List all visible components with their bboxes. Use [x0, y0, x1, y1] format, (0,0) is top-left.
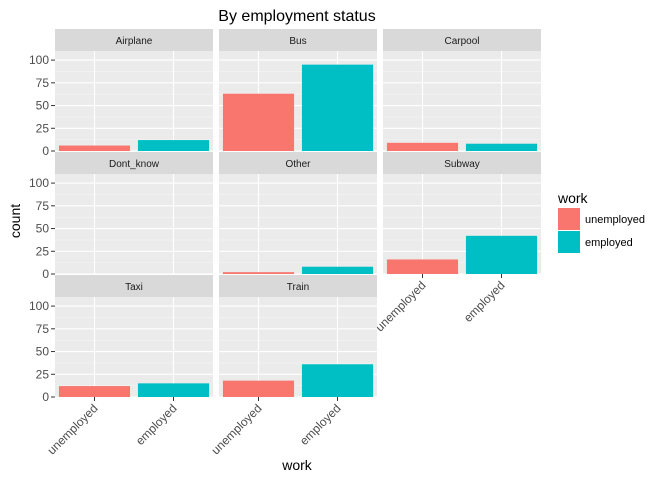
bar-other-employed	[301, 266, 374, 274]
facet-strip-label: Dont_know	[109, 159, 160, 170]
facet-strip	[55, 275, 213, 297]
y-tick-label: 0	[42, 144, 49, 158]
panel-background	[55, 174, 213, 274]
facet-strip-label: Bus	[289, 36, 306, 47]
x-tick-label: unemployed	[208, 401, 264, 457]
facet-strip-label: Other	[285, 159, 311, 170]
bar-other-unemployed	[222, 272, 295, 274]
facet-panels: Airplane 0 25 50 75 100 Bus Carpool Dont_know 0 25…	[29, 29, 541, 457]
y-tick-label: 100	[29, 53, 49, 67]
legend-key-unemployed	[558, 208, 580, 230]
legend-key-employed	[558, 231, 580, 253]
facet-panel-bus: Bus	[219, 29, 377, 152]
facet-strip-label: Carpool	[444, 36, 479, 47]
y-tick-label: 0	[42, 267, 49, 281]
bar-carpool-employed	[465, 143, 538, 151]
facet-strip	[383, 152, 541, 174]
y-tick-label: 100	[29, 176, 49, 190]
panel-background	[383, 51, 541, 151]
facet-strip	[55, 152, 213, 174]
facet-panel-dont_know: Dont_know 0 25 50 75 100	[29, 152, 213, 281]
y-tick-label: 100	[29, 299, 49, 313]
x-tick-label: employed	[461, 278, 508, 325]
legend-label-unemployed: unemployed	[585, 214, 645, 226]
y-tick-label: 0	[42, 390, 49, 404]
x-tick-label: employed	[133, 401, 180, 448]
bar-subway-employed	[465, 235, 538, 274]
y-tick-label: 75	[36, 199, 50, 213]
facet-panel-subway: Subway unemployed employed	[372, 152, 541, 334]
facet-strip-label: Taxi	[125, 282, 143, 293]
bar-carpool-unemployed	[386, 142, 459, 151]
bar-subway-unemployed	[386, 259, 459, 274]
x-axis-title: work	[281, 457, 313, 473]
y-tick-label: 75	[36, 322, 50, 336]
facet-strip	[55, 29, 213, 51]
facet-strip-label: Airplane	[116, 36, 153, 47]
y-tick-label: 25	[36, 367, 50, 381]
bar-train-employed	[301, 364, 374, 397]
x-tick-label: unemployed	[44, 401, 100, 457]
bar-bus-employed	[301, 64, 374, 151]
y-tick-label: 25	[36, 244, 50, 258]
bar-airplane-employed	[137, 140, 210, 151]
panel-background	[219, 174, 377, 274]
facet-strip	[219, 152, 377, 174]
facet-strip	[219, 29, 377, 51]
y-tick-label: 50	[36, 99, 50, 113]
facet-strip	[219, 275, 377, 297]
bar-taxi-employed	[137, 383, 210, 397]
legend-label-employed: employed	[585, 237, 633, 249]
chart-title: By employment status	[218, 8, 375, 25]
x-tick-label: employed	[297, 401, 344, 448]
legend-title: work	[557, 190, 589, 206]
bar-taxi-unemployed	[58, 386, 131, 397]
panel-background	[55, 51, 213, 151]
y-axis-title: count	[7, 204, 23, 238]
facet-strip	[383, 29, 541, 51]
panel-background	[55, 297, 213, 397]
facet-panel-carpool: Carpool	[383, 29, 541, 152]
y-tick-label: 50	[36, 345, 50, 359]
bar-bus-unemployed	[222, 93, 295, 151]
y-tick-label: 25	[36, 121, 50, 135]
facet-strip-label: Subway	[444, 159, 480, 170]
x-tick-label: unemployed	[372, 278, 428, 334]
facet-strip-label: Train	[287, 282, 309, 293]
facet-panel-airplane: Airplane 0 25 50 75 100	[29, 29, 213, 158]
facet-panel-train: Train unemployed employed	[208, 275, 377, 457]
y-tick-label: 50	[36, 222, 50, 236]
legend: work unemployed employed	[557, 190, 645, 253]
bar-airplane-unemployed	[58, 145, 131, 151]
facet-panel-other: Other	[219, 152, 377, 275]
y-tick-label: 75	[36, 76, 50, 90]
facet-panel-taxi: Taxi 0 25 50 75 100 unemployed employed	[29, 275, 213, 457]
bar-train-unemployed	[222, 380, 295, 397]
